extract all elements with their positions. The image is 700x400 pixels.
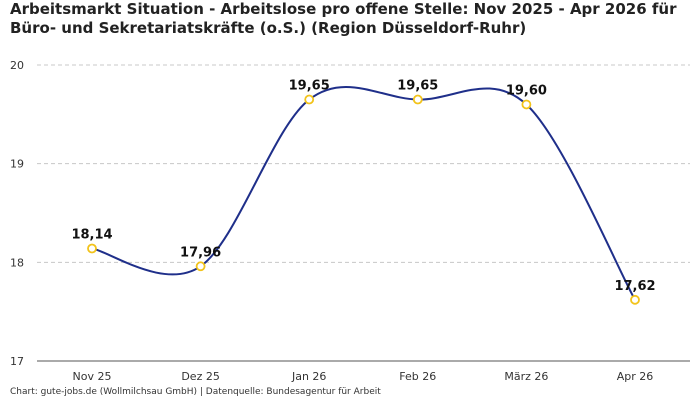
- chart-title: Arbeitsmarkt Situation - Arbeitslose pro…: [10, 0, 677, 37]
- x-axis-ticks: Nov 25 Dez 25 Jan 26 Feb 26 März 26 Apr 26: [73, 370, 654, 383]
- data-point-4: [412, 94, 423, 105]
- data-label-4: 19,65: [397, 79, 438, 94]
- data-points: [87, 94, 640, 305]
- data-label-1: 18,14: [71, 228, 112, 243]
- grid-lines: [37, 64, 690, 362]
- y-axis-ticks: 17 18 19 20: [10, 59, 24, 368]
- data-point-1: [87, 243, 97, 254]
- data-point-6: [630, 294, 640, 305]
- y-tick-label-19: 19: [10, 158, 24, 171]
- y-tick-label-18: 18: [10, 256, 24, 269]
- data-label-5: 19,60: [506, 83, 547, 98]
- data-labels: 18,14 17,96 19,65 19,65 19,60 17,62: [71, 79, 655, 294]
- x-tick-label-4: Feb 26: [399, 370, 436, 383]
- data-label-2: 17,96: [180, 245, 221, 260]
- data-point-5: [521, 99, 532, 110]
- data-label-6: 17,62: [614, 279, 655, 294]
- series-line: [91, 86, 636, 301]
- chart-source-note: Chart: gute-jobs.de (Wollmilchsau GmbH) …: [10, 387, 381, 397]
- x-tick-label-5: März 26: [504, 370, 548, 383]
- data-point-2: [195, 261, 206, 272]
- x-tick-label-6: Apr 26: [617, 370, 654, 383]
- y-tick-label-17: 17: [10, 355, 24, 368]
- x-tick-label-1: Nov 25: [73, 370, 112, 383]
- data-point-3: [304, 94, 315, 105]
- x-tick-label-2: Dez 25: [181, 370, 220, 383]
- data-label-3: 19,65: [289, 79, 330, 94]
- x-tick-label-3: Jan 26: [291, 370, 326, 383]
- y-tick-label-20: 20: [10, 59, 24, 72]
